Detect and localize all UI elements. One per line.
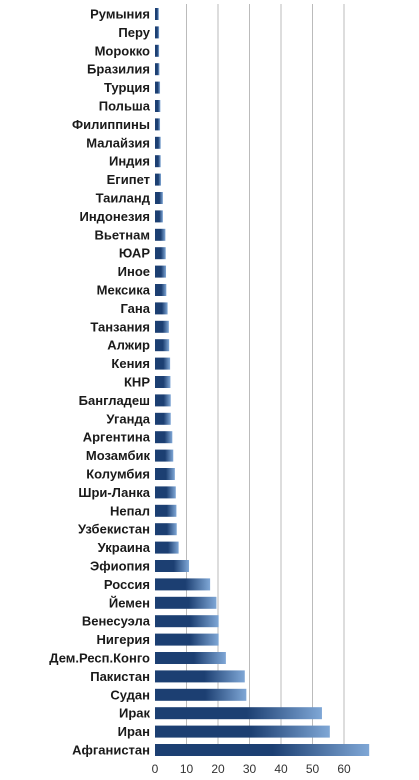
bar	[155, 357, 171, 370]
bar	[155, 320, 169, 333]
category-label: Шри-Ланка	[78, 485, 150, 500]
category-label: Нигерия	[96, 632, 150, 647]
category-label: Россия	[104, 577, 150, 592]
bar	[155, 652, 226, 664]
category-label: Индия	[109, 154, 150, 169]
category-label: Афганистан	[72, 743, 150, 758]
category-label: Кения	[111, 356, 150, 371]
x-tick-label: 40	[274, 762, 288, 776]
bars	[155, 8, 370, 756]
category-label: Пакистан	[90, 669, 150, 684]
grid-lines	[186, 4, 345, 752]
category-labels: Румыния Перу Морокко Бразилия Турция Польша Фи…	[49, 7, 150, 758]
category-label: Украина	[98, 540, 151, 555]
category-label: Иное	[118, 264, 150, 279]
bar	[155, 376, 171, 388]
bar	[155, 228, 166, 241]
category-label: Филиппины	[72, 117, 150, 132]
category-label: Эфиопия	[90, 559, 150, 574]
category-label: Индонезия	[79, 209, 150, 224]
bar	[155, 100, 161, 112]
bar	[155, 173, 161, 186]
bar	[155, 633, 219, 646]
bar	[155, 688, 247, 701]
bar	[155, 486, 176, 499]
category-label: Иран	[118, 724, 150, 739]
bar	[155, 265, 167, 278]
category-label: Судан	[110, 687, 150, 702]
bar	[155, 707, 322, 720]
bar	[155, 449, 174, 462]
category-label: Колумбия	[86, 467, 150, 482]
bar	[155, 118, 161, 131]
category-label: Узбекистан	[78, 522, 150, 537]
bar	[155, 468, 175, 480]
category-label: Мозамбик	[86, 448, 151, 463]
bar	[155, 8, 159, 20]
category-label: Уганда	[106, 411, 150, 426]
bar	[155, 136, 161, 149]
x-tick-label: 0	[152, 762, 159, 776]
category-label: Гана	[120, 301, 150, 316]
category-label: Морокко	[95, 43, 150, 58]
bar	[155, 412, 171, 425]
category-label: Турция	[104, 80, 150, 95]
category-label: Бангладеш	[79, 393, 150, 408]
category-label: Ирак	[119, 706, 151, 721]
category-label: Дем.Респ.Конго	[49, 651, 150, 666]
x-tick-label: 50	[306, 762, 320, 776]
bar	[155, 431, 173, 444]
category-label: Румыния	[90, 7, 150, 22]
x-tick-label: 60	[337, 762, 351, 776]
bar	[155, 504, 177, 517]
category-label: Польша	[99, 99, 151, 114]
category-label: Таиланд	[96, 191, 151, 206]
bar	[155, 523, 177, 536]
bar	[155, 26, 160, 39]
bar	[155, 744, 370, 756]
bar	[155, 615, 219, 628]
bar	[155, 81, 161, 94]
x-tick-label: 30	[243, 762, 257, 776]
category-label: Алжир	[107, 338, 150, 353]
bar	[155, 210, 163, 223]
category-label: Непал	[110, 503, 150, 518]
category-label: Йемен	[109, 595, 150, 610]
bar	[155, 560, 190, 572]
bar	[155, 670, 245, 683]
bar	[155, 578, 211, 591]
category-label: Мексика	[97, 283, 151, 298]
bar	[155, 339, 170, 352]
category-label: Египет	[107, 172, 150, 187]
category-label: Малайзия	[86, 135, 150, 150]
bar	[155, 596, 217, 609]
category-label: КНР	[124, 375, 150, 390]
category-label: Венесуэла	[82, 614, 151, 629]
category-label: Танзания	[90, 319, 150, 334]
bar	[155, 394, 171, 407]
x-tick-label: 10	[180, 762, 194, 776]
x-tick-label: 20	[211, 762, 225, 776]
bar	[155, 192, 163, 204]
bar	[155, 63, 160, 76]
category-label: Бразилия	[87, 62, 150, 77]
bar	[155, 302, 168, 315]
x-tick-labels: 0 10 20 30 40 50 60	[152, 762, 351, 776]
bar	[155, 247, 166, 260]
bar	[155, 44, 160, 57]
bar	[155, 725, 330, 738]
bar	[155, 284, 167, 296]
category-label: ЮАР	[119, 246, 150, 261]
category-label: Аргентина	[83, 430, 151, 445]
bar	[155, 155, 161, 168]
category-label: Вьетнам	[94, 227, 150, 242]
category-label: Перу	[118, 25, 150, 40]
bar	[155, 541, 179, 554]
